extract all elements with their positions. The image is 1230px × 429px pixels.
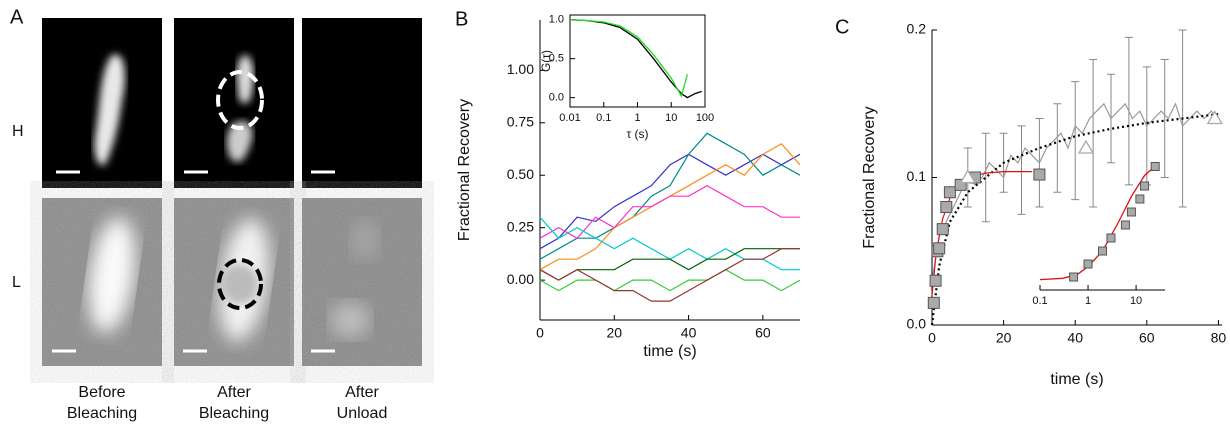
y-tick-label: 0.0 [907, 316, 927, 332]
square-point [1083, 259, 1093, 269]
row-label: L [12, 274, 21, 291]
square-point [1069, 272, 1079, 282]
x-tick-label: 20 [996, 330, 1012, 346]
y-tick-label: 0.5 [549, 53, 564, 65]
square-point [943, 186, 956, 199]
x-tick-label: 0 [928, 330, 936, 346]
x-tick-label: 1 [634, 112, 640, 124]
error-bar [1017, 125, 1026, 215]
image [174, 18, 294, 188]
square-point [927, 296, 940, 309]
x-tick-label: 1 [1085, 295, 1091, 307]
data-line [539, 132, 801, 260]
error-bar [1053, 103, 1062, 193]
data-line [539, 153, 801, 250]
square-point [929, 274, 942, 287]
x-tick-label: 0 [536, 325, 544, 341]
bleach-circle [217, 258, 263, 310]
x-axis-label: time (s) [643, 343, 696, 360]
y-tick-label: 0.0 [549, 92, 564, 104]
square-point [1120, 220, 1130, 230]
x-tick-label: 60 [755, 325, 771, 341]
error-bar [981, 132, 990, 223]
panel-label: A [10, 6, 24, 28]
cell [330, 302, 370, 338]
data-line [539, 185, 800, 239]
square-point [1150, 162, 1160, 171]
caption: After [345, 384, 379, 401]
triangle-point [959, 169, 976, 184]
y-tick-label: 1.0 [549, 14, 564, 26]
y-tick-label: 0.1 [907, 168, 927, 184]
square-point [1140, 181, 1150, 191]
chart: 0.01 0.1 1 10 100 0.0 0.5 1.0 τ (s) G(τ) [539, 14, 714, 142]
caption: Bleaching [199, 405, 269, 422]
square-point [936, 223, 949, 236]
square-point [933, 242, 946, 255]
y-tick-label: 0.75 [507, 114, 534, 130]
cell [226, 121, 253, 162]
triangle-point [1206, 110, 1223, 125]
data-line [539, 248, 800, 302]
bleach-circle [216, 70, 264, 130]
x-tick-label: 10 [1130, 295, 1142, 307]
y-tick-label: 0.50 [507, 166, 534, 182]
y-axis-label: Fractional Recovery [456, 99, 473, 241]
x-axis-label: time (s) [1050, 371, 1103, 388]
cell [94, 54, 125, 166]
data-line [539, 248, 800, 281]
cell [236, 55, 254, 104]
row-label: H [12, 123, 24, 140]
square-point [1106, 233, 1116, 243]
triangle-point [1077, 139, 1095, 154]
x-tick-label: 40 [1067, 330, 1083, 346]
data-line [539, 216, 800, 271]
x-tick-label: 0.1 [596, 112, 611, 124]
caption: Before [78, 384, 125, 401]
panel-label: B [455, 8, 468, 30]
x-tick-label: 0.01 [559, 112, 580, 124]
panel-label: C [835, 16, 849, 38]
x-tick-label: 80 [1211, 330, 1227, 346]
bleach-spot [222, 264, 258, 304]
caption: Bleaching [67, 405, 137, 422]
cell [351, 220, 379, 260]
fit-curve [930, 113, 1219, 326]
caption: Unload [337, 405, 388, 422]
square-point [1098, 246, 1107, 256]
x-tick-label: 100 [696, 112, 714, 124]
panel-a: A H L Before Bleaching After Bleachi [10, 6, 422, 422]
chart: 0.1 1 10 [1032, 162, 1165, 307]
y-tick-label: 1.00 [507, 61, 534, 77]
cell [88, 217, 136, 333]
square-point [1033, 168, 1046, 181]
data-line [1039, 162, 1160, 281]
x-tick-label: 10 [665, 112, 677, 124]
x-tick-label: 0.1 [1032, 295, 1047, 307]
caption: After [217, 384, 251, 401]
square-point [954, 178, 967, 191]
error-bar [1071, 81, 1080, 201]
inset-background [570, 15, 705, 107]
x-tick-label: 20 [606, 325, 622, 341]
data-line [539, 269, 801, 292]
image [302, 18, 422, 188]
y-axis-label: G(τ) [539, 50, 553, 72]
y-tick-label: 0.00 [507, 271, 534, 287]
error-bar [1160, 59, 1169, 178]
x-tick-label: 60 [1139, 330, 1155, 346]
square-point [1126, 207, 1136, 217]
square-point [1135, 194, 1145, 204]
x-axis-label: τ (s) [626, 127, 648, 141]
square-point [940, 201, 953, 213]
y-axis-label: Fractional Recovery [861, 106, 878, 248]
x-tick-label: 40 [681, 325, 697, 341]
y-tick-label: 0.25 [507, 218, 534, 234]
y-tick-label: 0.2 [907, 21, 927, 37]
data-line [569, 19, 689, 98]
